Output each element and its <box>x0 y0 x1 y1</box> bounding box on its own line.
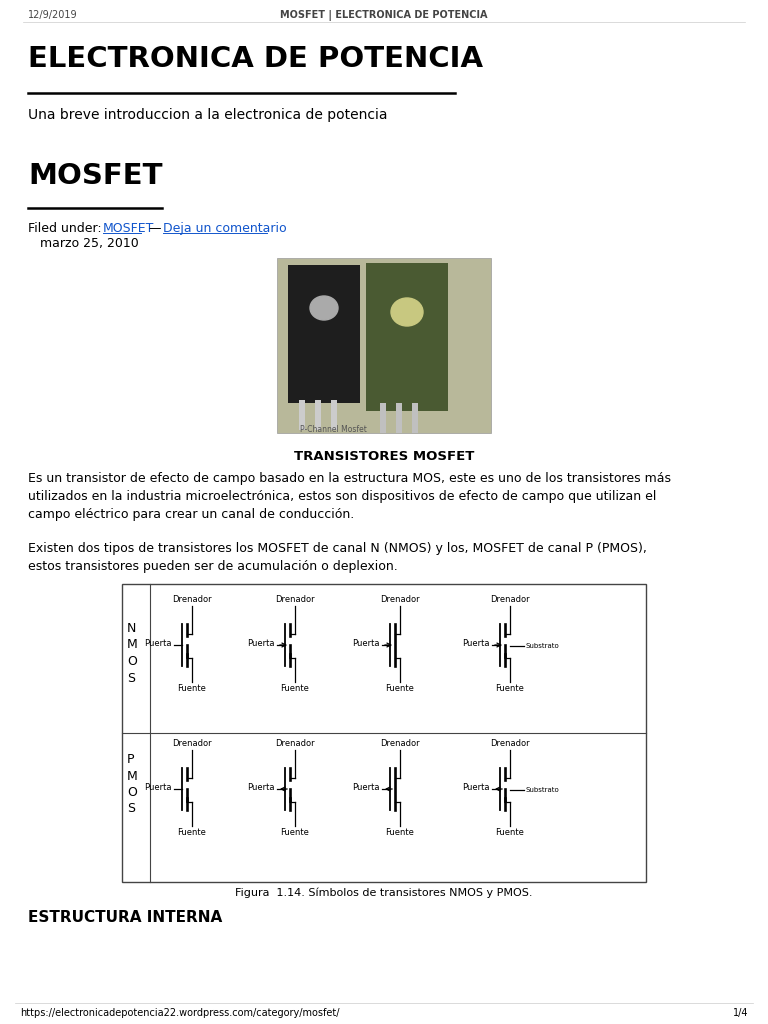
Text: Substrato: Substrato <box>526 787 560 793</box>
Text: MOSFET: MOSFET <box>103 222 154 234</box>
Text: Filed under:: Filed under: <box>28 222 106 234</box>
Text: Puerta: Puerta <box>247 783 275 793</box>
Text: Puerta: Puerta <box>247 640 275 648</box>
Text: ESTRUCTURA INTERNA: ESTRUCTURA INTERNA <box>28 910 222 925</box>
Text: Figura  1.14. Símbolos de transistores NMOS y PMOS.: Figura 1.14. Símbolos de transistores NM… <box>235 888 533 898</box>
Text: Drenador: Drenador <box>275 595 315 604</box>
Text: marzo 25, 2010: marzo 25, 2010 <box>28 237 139 250</box>
Text: Drenador: Drenador <box>490 595 530 604</box>
Text: MOSFET | ELECTRONICA DE POTENCIA: MOSFET | ELECTRONICA DE POTENCIA <box>280 10 488 22</box>
Text: Fuente: Fuente <box>495 684 525 693</box>
Bar <box>396 403 402 433</box>
Bar <box>331 400 337 430</box>
Text: Puerta: Puerta <box>353 783 379 793</box>
Text: Drenador: Drenador <box>490 739 530 748</box>
Bar <box>299 400 305 430</box>
Text: MOSFET: MOSFET <box>28 162 163 190</box>
Ellipse shape <box>391 298 423 326</box>
Text: Es un transistor de efecto de campo basado en la estructura MOS, este es uno de : Es un transistor de efecto de campo basa… <box>28 472 671 521</box>
Text: Fuente: Fuente <box>280 828 310 837</box>
Text: Fuente: Fuente <box>386 828 415 837</box>
Text: Puerta: Puerta <box>462 783 490 793</box>
Text: 1/4: 1/4 <box>733 1008 748 1018</box>
Ellipse shape <box>310 296 338 319</box>
Text: TRANSISTORES MOSFET: TRANSISTORES MOSFET <box>294 450 474 463</box>
Text: Una breve introduccion a la electronica de potencia: Una breve introduccion a la electronica … <box>28 108 388 122</box>
Bar <box>288 265 360 403</box>
Text: Fuente: Fuente <box>280 684 310 693</box>
Bar <box>412 403 418 433</box>
Text: P-Channel Mosfet: P-Channel Mosfet <box>300 425 367 434</box>
Bar <box>315 400 321 430</box>
Text: Drenador: Drenador <box>380 739 420 748</box>
Text: P
M
O
S: P M O S <box>127 753 137 815</box>
Text: Deja un comentario: Deja un comentario <box>163 222 286 234</box>
Bar <box>277 258 491 433</box>
Text: Puerta: Puerta <box>144 783 172 793</box>
Text: N
M
O
S: N M O S <box>127 622 137 684</box>
Bar <box>366 263 448 411</box>
Text: Existen dos tipos de transistores los MOSFET de canal N (NMOS) y los, MOSFET de : Existen dos tipos de transistores los MO… <box>28 542 647 573</box>
Text: 12/9/2019: 12/9/2019 <box>28 10 78 20</box>
Text: Drenador: Drenador <box>275 739 315 748</box>
Text: https://electronicadepotencia22.wordpress.com/category/mosfet/: https://electronicadepotencia22.wordpres… <box>20 1008 339 1018</box>
Text: Fuente: Fuente <box>386 684 415 693</box>
Text: Substrato: Substrato <box>526 643 560 649</box>
Text: Puerta: Puerta <box>144 640 172 648</box>
Text: Drenador: Drenador <box>172 739 212 748</box>
Text: Drenador: Drenador <box>172 595 212 604</box>
Text: Fuente: Fuente <box>177 828 207 837</box>
Bar <box>380 403 386 433</box>
Bar <box>122 584 646 882</box>
Text: Fuente: Fuente <box>177 684 207 693</box>
Text: Puerta: Puerta <box>353 640 379 648</box>
Text: Drenador: Drenador <box>380 595 420 604</box>
Text: ELECTRONICA DE POTENCIA: ELECTRONICA DE POTENCIA <box>28 45 483 73</box>
Text: Puerta: Puerta <box>462 640 490 648</box>
Text: Fuente: Fuente <box>495 828 525 837</box>
Text: —: — <box>145 222 165 234</box>
